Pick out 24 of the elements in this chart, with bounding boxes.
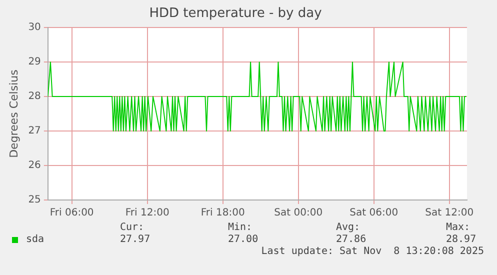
- y-axis-title: Degrees Celsius: [7, 69, 20, 158]
- legend-label: sda: [26, 234, 44, 245]
- x-tick-label: Fri 12:00: [125, 208, 170, 219]
- text: 27.00: [228, 234, 258, 245]
- y-tick-label: 26: [28, 160, 41, 172]
- x-tick-label: Sat 12:00: [425, 208, 474, 219]
- y-tick-label: 28: [28, 91, 41, 102]
- text: Last update: Sat Nov 8 13:20:08 2025: [261, 246, 484, 257]
- text: Max:: [446, 222, 470, 233]
- text: Avg:: [336, 222, 360, 233]
- x-tick-label: Sat 00:00: [274, 208, 323, 219]
- y-tick-label: 29: [28, 56, 41, 68]
- text: 27.86: [336, 234, 366, 245]
- y-tick-label: 30: [28, 22, 41, 34]
- text: Cur:: [120, 222, 144, 233]
- x-tick-label: Sat 06:00: [350, 208, 398, 219]
- text: 27.97: [120, 234, 150, 245]
- x-tick-label: Fri 18:00: [200, 208, 245, 219]
- text: 28.97: [446, 234, 476, 245]
- x-tick-label: Fri 06:00: [50, 208, 94, 219]
- y-tick-label: 25: [28, 194, 41, 206]
- text: Min:: [228, 222, 252, 233]
- y-tick-label: 27: [28, 126, 41, 137]
- chart-title: HDD temperature - by day: [149, 6, 322, 22]
